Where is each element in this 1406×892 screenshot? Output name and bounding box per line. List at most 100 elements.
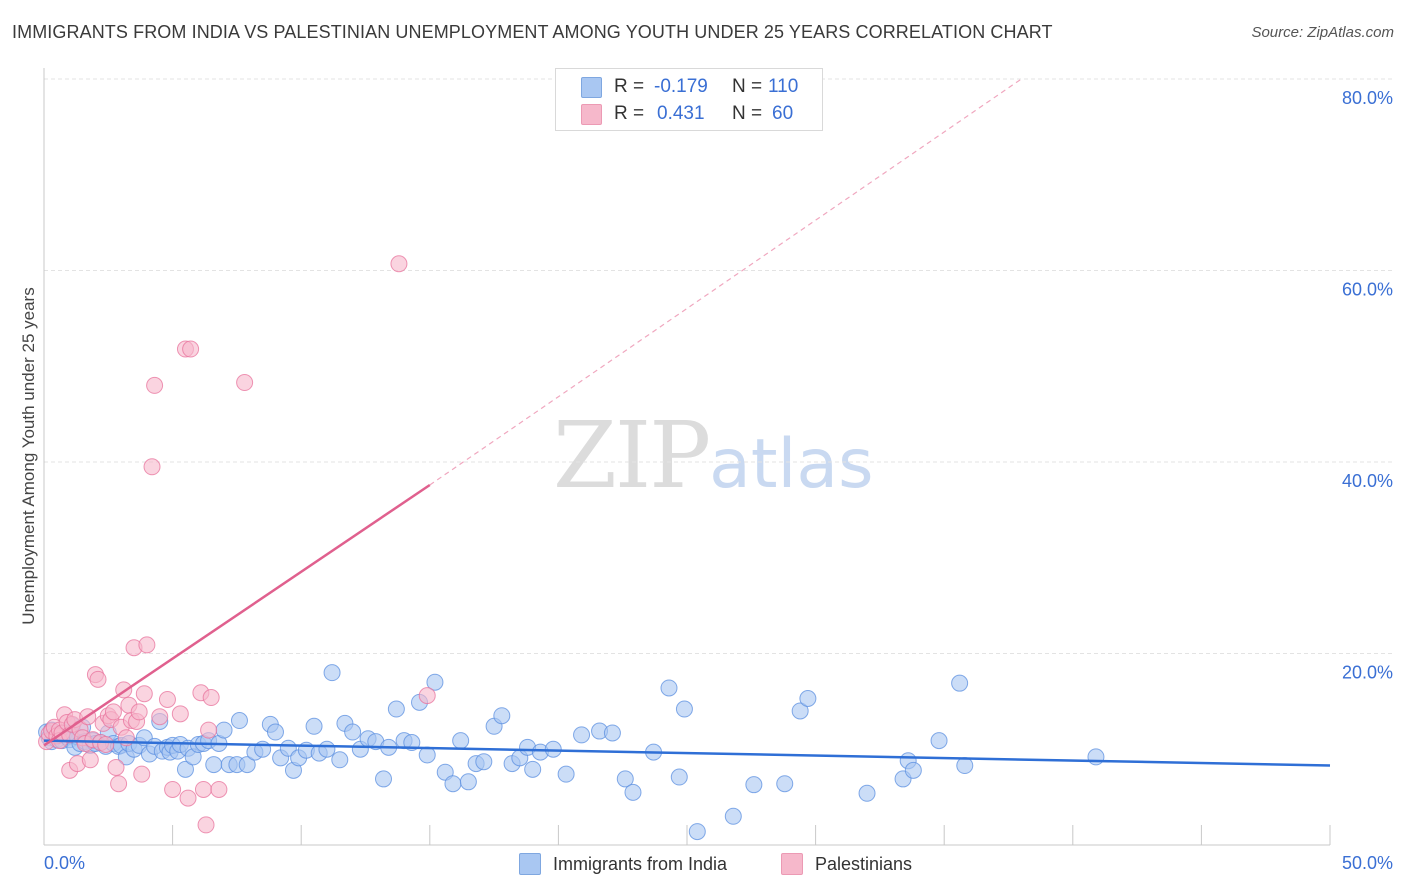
data-point	[426, 673, 444, 691]
data-point	[390, 255, 408, 273]
data-point	[331, 751, 349, 769]
trend-line-palestinians-extension	[429, 78, 1022, 486]
data-point	[624, 783, 642, 801]
data-point	[776, 775, 794, 793]
data-point	[133, 765, 151, 783]
data-point	[215, 721, 233, 739]
bottom-legend-label-india: Immigrants from India	[553, 853, 728, 874]
legend-row-india: R = -0.179 N = 110	[581, 76, 798, 98]
data-point	[452, 732, 470, 750]
data-point	[745, 776, 763, 794]
data-point	[130, 703, 148, 721]
legend-row-palestinians: R = 0.431 N = 60	[581, 103, 793, 125]
data-point	[951, 674, 969, 692]
data-point	[164, 780, 182, 798]
data-point	[266, 723, 284, 741]
data-point	[135, 685, 153, 703]
data-point	[724, 807, 742, 825]
axes	[43, 68, 1331, 846]
bottom-legend-label-palestinians: Palestinians	[815, 853, 913, 874]
data-point	[305, 717, 323, 735]
trend-line-india	[43, 739, 1331, 767]
bottom-legend-swatch-india	[519, 853, 541, 875]
data-point	[956, 757, 974, 775]
data-point	[138, 636, 156, 654]
data-point	[107, 758, 125, 776]
data-point	[375, 770, 393, 788]
data-point	[323, 664, 341, 682]
y-tick-label: 20.0%	[1342, 663, 1393, 683]
data-point	[230, 712, 248, 730]
tick-labels: 20.0% 40.0% 60.0% 80.0% 0.0% 50.0%	[44, 88, 1393, 873]
data-point	[459, 773, 477, 791]
watermark: ZIPatlas	[553, 402, 874, 509]
data-point	[146, 376, 164, 394]
data-point	[616, 770, 634, 788]
data-point	[110, 775, 128, 793]
legend-swatch-palestinians	[581, 103, 602, 125]
data-point	[182, 340, 200, 358]
data-point	[97, 735, 115, 753]
data-point	[238, 756, 256, 774]
data-point	[660, 679, 678, 697]
data-point	[210, 780, 228, 798]
data-point	[143, 458, 161, 476]
data-point	[151, 708, 169, 726]
trend-line-palestinians	[43, 483, 431, 747]
data-point	[171, 705, 189, 723]
data-point	[799, 690, 817, 708]
legend-r-value-palestinians: 0.431	[657, 103, 705, 124]
legend-r-label: R =	[614, 103, 645, 124]
data-point	[557, 765, 575, 783]
data-point	[904, 761, 922, 779]
data-point	[89, 670, 107, 688]
data-point	[858, 784, 876, 802]
x-tick-label-max: 50.0%	[1342, 853, 1393, 873]
data-point	[81, 751, 99, 769]
data-point	[202, 689, 220, 707]
data-point	[104, 703, 122, 721]
grid-lines	[44, 78, 1395, 654]
data-point	[205, 756, 223, 774]
y-tick-label: 60.0%	[1342, 280, 1393, 300]
trend-lines	[43, 78, 1331, 767]
bottom-legend-india: Immigrants from India	[519, 852, 727, 876]
legend-n-value-palestinians: 60	[772, 103, 794, 124]
data-point	[318, 740, 336, 758]
data-point	[197, 816, 215, 834]
data-point	[493, 707, 511, 725]
data-point	[573, 726, 591, 744]
data-point	[930, 732, 948, 750]
data-point	[1087, 748, 1105, 766]
data-point	[179, 789, 197, 807]
data-point	[194, 780, 212, 798]
data-point	[200, 721, 218, 739]
data-point	[344, 723, 362, 741]
legend-n-value-india: 110	[768, 76, 799, 97]
bottom-legend-palestinians: Palestinians	[781, 852, 912, 876]
data-point	[675, 700, 693, 718]
chart-source: Source: ZipAtlas.com	[1251, 24, 1394, 41]
correlation-legend: R = -0.179 N = 110 R = 0.431 N = 60	[555, 68, 823, 131]
y-tick-label: 80.0%	[1342, 88, 1393, 108]
data-point	[475, 753, 493, 771]
legend-swatch-india	[581, 76, 602, 98]
bottom-legend-swatch-palestinians	[781, 853, 803, 875]
data-point	[670, 768, 688, 786]
data-point	[688, 823, 706, 841]
y-tick-label: 40.0%	[1342, 471, 1393, 491]
data-point	[791, 702, 809, 720]
data-point	[176, 760, 194, 778]
data-point	[418, 687, 436, 705]
watermark-zip: ZIP	[553, 402, 711, 509]
legend-r-value-india: -0.179	[654, 76, 708, 97]
legend-r-label: R =	[614, 76, 645, 97]
data-point	[158, 690, 176, 708]
legend-n-label: N =	[732, 103, 763, 124]
data-point	[444, 775, 462, 793]
chart-title: IMMIGRANTS FROM INDIA VS PALESTINIAN UNE…	[12, 22, 1053, 42]
legend-n-label: N =	[732, 76, 763, 97]
data-point	[603, 724, 621, 742]
data-point	[387, 700, 405, 718]
